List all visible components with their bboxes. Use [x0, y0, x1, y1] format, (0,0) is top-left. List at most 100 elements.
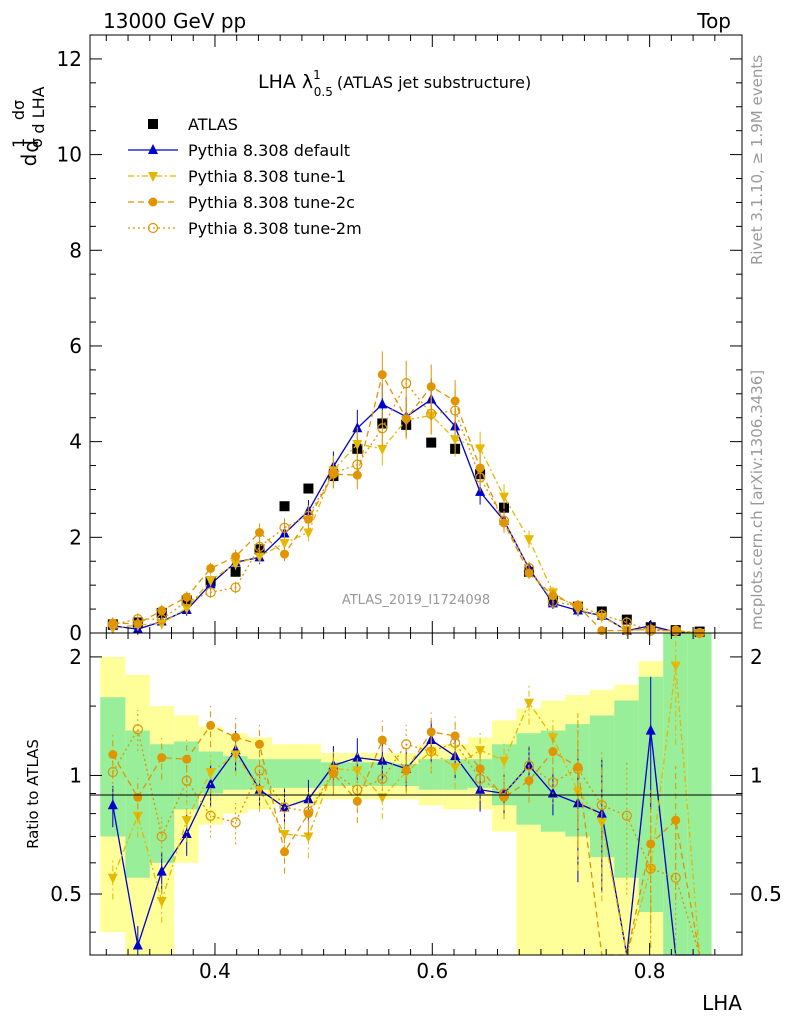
ratio-point-3 [498, 788, 510, 799]
ratio-point-2 [206, 720, 216, 730]
point-4 [132, 614, 143, 625]
ratio-point-0 [279, 801, 290, 812]
point-4 [181, 596, 192, 607]
ytick-main-label: 8 [69, 238, 82, 262]
point-3 [206, 563, 216, 573]
point-3 [401, 414, 411, 424]
ratio-point-3 [401, 739, 412, 750]
point-2 [524, 535, 535, 546]
legend-marker [148, 197, 158, 207]
ratio-point-0 [352, 751, 363, 762]
legend-label: Pythia 8.308 tune-2m [188, 219, 362, 238]
point-4 [523, 562, 535, 574]
point-2 [303, 528, 314, 539]
point-4 [426, 408, 437, 419]
ratio-point-3 [279, 802, 290, 813]
title-sup: 1 [313, 68, 321, 82]
ratio-point-2 [108, 750, 118, 760]
ratio-point-0 [132, 939, 143, 950]
ratio-plot-frame [89, 632, 743, 956]
point-3 [280, 549, 290, 559]
ratio-point-3 [254, 765, 265, 776]
ratio-point-3 [645, 863, 656, 874]
legend-marker [148, 172, 158, 182]
point-4 [450, 405, 461, 416]
title-main: LHA λ [258, 71, 313, 93]
ytick-ratio-label-right: 1 [750, 763, 763, 787]
side-label-upper: Rivet 3.1.10, ≥ 1.9M events [748, 55, 766, 265]
legend-marker [148, 119, 158, 129]
legend-marker [148, 144, 158, 154]
y-axis-label-ratio: Ratio to ATLAS [24, 739, 42, 849]
point-4 [107, 619, 118, 630]
ylabel-part-6: d LHA [29, 86, 48, 133]
ratio-point-2 [426, 727, 436, 737]
ratio-point-3 [450, 737, 461, 748]
ratio-point-3 [596, 800, 607, 811]
point-2 [352, 440, 363, 451]
ylabel-part-4: d [19, 140, 43, 153]
ylabel-part-1: d [17, 154, 41, 167]
point-4 [303, 510, 314, 521]
header-left: 13000 GeV pp [103, 9, 246, 33]
point-4 [377, 423, 388, 434]
ratio-point-2 [255, 739, 265, 749]
ratio-point-1 [377, 793, 388, 804]
ytick-main-label: 6 [69, 334, 82, 358]
ratio-point-3 [377, 773, 388, 785]
point-0 [230, 566, 241, 577]
legend-label: Pythia 8.308 tune-1 [188, 167, 346, 186]
ratio-point-1 [475, 746, 486, 757]
point-2 [475, 444, 486, 455]
ratio-point-2 [377, 735, 387, 745]
point-4 [401, 378, 412, 389]
xtick-label: 0.6 [416, 959, 448, 983]
ratio-point-1 [499, 756, 510, 767]
ratio-point-0 [107, 799, 118, 810]
legend-label: ATLAS [188, 115, 238, 134]
point-0 [426, 437, 437, 448]
main-series [107, 351, 705, 639]
ratio-point-3 [352, 784, 363, 795]
ratio-point-3 [621, 810, 632, 821]
ratio-point-3 [107, 766, 118, 778]
point-2 [450, 435, 461, 446]
chart-title: LHA λ1 0.5 (ATLAS jet substructure) [258, 68, 531, 99]
point-0 [303, 483, 314, 494]
point-2 [181, 604, 192, 615]
ratio-point-1 [303, 832, 314, 843]
ytick-main-label: 0 [69, 621, 82, 645]
point-3 [255, 528, 265, 538]
point-2 [377, 444, 388, 455]
x-axis-label: LHA [702, 991, 742, 1015]
ratio-point-3 [523, 760, 535, 771]
point-4 [230, 582, 241, 593]
ratio-point-3 [475, 773, 486, 785]
ratio-point-3 [572, 763, 584, 774]
ratio-point-0 [524, 759, 535, 770]
legend-marker [147, 222, 159, 234]
point-3 [597, 626, 607, 636]
ytick-main-label: 2 [69, 525, 82, 549]
ratio-point-3 [328, 766, 339, 778]
ratio-point-2 [133, 792, 143, 802]
xtick-label: 0.4 [199, 959, 231, 983]
point-4 [572, 600, 584, 611]
point-4 [205, 587, 216, 598]
point-3 [157, 606, 167, 616]
ratio-point-1 [670, 661, 681, 672]
point-1 [377, 398, 388, 409]
band-green-bin [687, 633, 712, 955]
ytick-main-label: 10 [57, 143, 82, 167]
ratio-point-1 [205, 768, 216, 779]
point-3 [377, 370, 387, 380]
point-4 [547, 596, 559, 608]
ytick-ratio-label-right: 0.5 [750, 882, 782, 906]
ratio-point-3 [230, 817, 241, 828]
ratio-point-0 [645, 724, 656, 735]
ytick-ratio-label: 0.5 [50, 882, 82, 906]
ratio-point-3 [547, 777, 559, 788]
point-4 [279, 522, 290, 533]
ratio-point-2 [182, 754, 192, 764]
point-0 [279, 501, 290, 512]
